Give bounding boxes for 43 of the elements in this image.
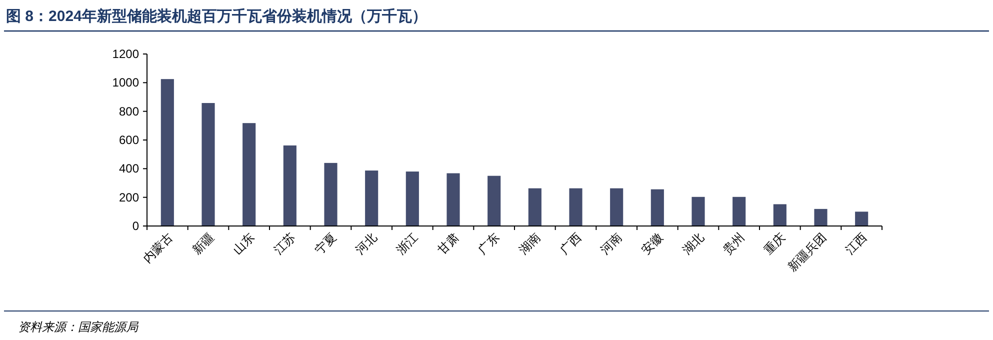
x-tick-label: 浙江 xyxy=(394,230,421,258)
bar xyxy=(732,196,746,226)
bar xyxy=(692,196,705,226)
text: 资料来源：国家能源局 xyxy=(18,320,139,334)
bar xyxy=(202,103,215,226)
x-tick-label: 甘肃 xyxy=(434,230,462,258)
bar xyxy=(855,212,868,226)
bar xyxy=(406,172,419,226)
bar xyxy=(160,79,174,226)
bar xyxy=(650,189,664,226)
y-tick-label: 800 xyxy=(118,104,140,118)
x-tick-label: 宁夏 xyxy=(312,230,339,258)
y-tick-label: 1200 xyxy=(112,47,140,61)
x-tick-label: 贵州 xyxy=(720,230,748,258)
bar xyxy=(488,176,501,226)
bar xyxy=(569,188,582,226)
chart-title: 图 8：2024年新型储能装机超百万千瓦省份装机情况（万千瓦） xyxy=(6,7,427,25)
bar xyxy=(814,208,828,226)
bar xyxy=(528,188,542,226)
x-tick-label: 山东 xyxy=(230,230,258,258)
y-tick-label: 600 xyxy=(118,133,140,147)
x-tick-label: 湖南 xyxy=(516,230,544,258)
y-tick-label: 0 xyxy=(132,219,140,233)
bar xyxy=(773,204,786,226)
x-tick-label: 河北 xyxy=(352,230,380,258)
bar xyxy=(324,162,338,226)
bar xyxy=(610,188,624,226)
y-tick-label: 1000 xyxy=(112,76,140,90)
bar xyxy=(446,173,460,226)
x-tick-label: 河南 xyxy=(598,230,625,258)
x-tick-label: 内蒙古 xyxy=(140,230,176,266)
bar xyxy=(283,145,296,226)
x-tick-label: 广东 xyxy=(475,230,502,258)
x-tick-label: 安徽 xyxy=(638,230,666,258)
x-tick-label: 新疆 xyxy=(190,230,216,258)
x-tick-label: 广西 xyxy=(557,230,584,258)
x-tick-label: 湖北 xyxy=(680,230,706,258)
x-tick-label: 江苏 xyxy=(271,230,298,258)
bar xyxy=(242,123,256,226)
bar xyxy=(365,170,378,226)
y-tick-label: 200 xyxy=(118,190,140,204)
y-tick-label: 400 xyxy=(118,162,140,176)
x-tick-label: 江西 xyxy=(842,230,870,258)
